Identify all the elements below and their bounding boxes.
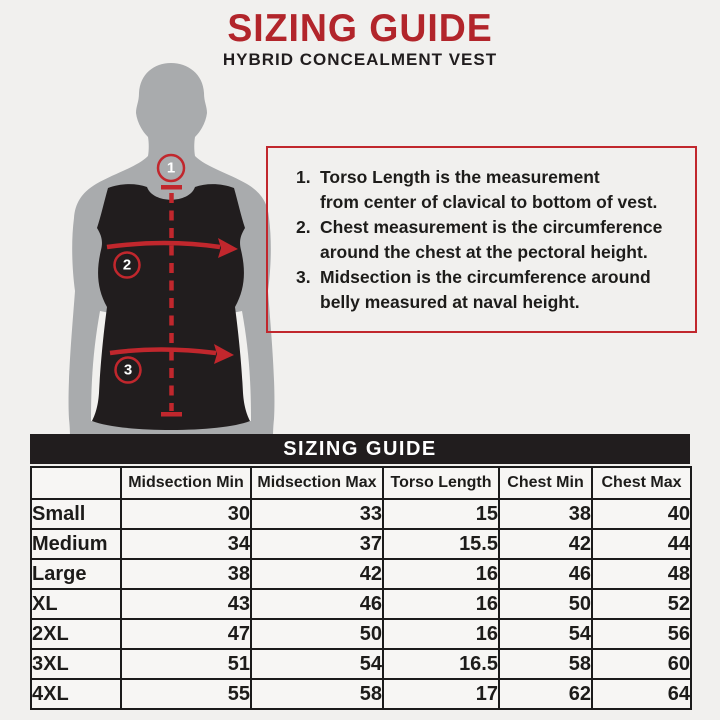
note-item: 3. Midsection is the circumference aroun…: [296, 265, 687, 315]
note-text: Torso Length is the measurement from cen…: [320, 165, 657, 215]
chest-arrow-shaft: [106, 240, 221, 250]
table-header-row: Midsection Min Midsection Max Torso Leng…: [30, 466, 692, 500]
size-cell: 4XL: [30, 678, 122, 710]
column-header-midsection-min: Midsection Min: [120, 466, 252, 500]
column-header-torso-length: Torso Length: [382, 466, 500, 500]
value-cell: 40: [591, 498, 692, 530]
note-line: Midsection is the circumference around: [320, 267, 651, 287]
value-cell: 16: [382, 618, 500, 650]
column-header-chest-max: Chest Max: [591, 466, 692, 500]
table-row: XL 43 46 16 50 52: [30, 588, 692, 620]
note-item: 1. Torso Length is the measurement from …: [296, 165, 687, 215]
value-cell: 48: [591, 558, 692, 590]
value-cell: 44: [591, 528, 692, 560]
sizing-table: Midsection Min Midsection Max Torso Leng…: [30, 466, 692, 710]
value-cell: 16.5: [382, 648, 500, 680]
value-cell: 43: [120, 588, 252, 620]
note-number: 3.: [296, 267, 311, 287]
value-cell: 58: [498, 648, 593, 680]
value-cell: 47: [120, 618, 252, 650]
table-title-bar: SIZING GUIDE: [30, 434, 690, 464]
size-cell: 3XL: [30, 648, 122, 680]
note-number: 2.: [296, 217, 311, 237]
value-cell: 50: [498, 588, 593, 620]
page-title: SIZING GUIDE: [227, 7, 493, 50]
value-cell: 52: [591, 588, 692, 620]
value-cell: 42: [250, 558, 384, 590]
note-line: around the chest at the pectoral height.: [320, 242, 648, 262]
size-cell: 2XL: [30, 618, 122, 650]
column-header-size: [30, 466, 122, 500]
sizing-table-section: SIZING GUIDE Midsection Min Midsection M…: [30, 434, 692, 710]
table-row: 4XL 55 58 17 62 64: [30, 678, 692, 710]
midsection-arrow-head: [214, 344, 234, 364]
note-line: Torso Length is the measurement: [320, 167, 600, 187]
note-text: Midsection is the circumference around b…: [320, 265, 651, 315]
size-cell: Small: [30, 498, 122, 530]
value-cell: 38: [120, 558, 252, 590]
value-cell: 33: [250, 498, 384, 530]
size-table-body: Small 30 33 15 38 40 Medium 34 37 15.5 42 44 Large 38…: [30, 498, 692, 710]
size-cell: XL: [30, 588, 122, 620]
marker-3-circle: [114, 356, 142, 384]
value-cell: 37: [250, 528, 384, 560]
value-cell: 46: [498, 558, 593, 590]
value-cell: 42: [498, 528, 593, 560]
page-subtitle: HYBRID CONCEALMENT VEST: [222, 50, 498, 69]
column-header-chest-min: Chest Min: [498, 466, 593, 500]
value-cell: 38: [498, 498, 593, 530]
measurement-notes-box: 1. Torso Length is the measurement from …: [266, 146, 697, 333]
value-cell: 15.5: [382, 528, 500, 560]
value-cell: 55: [120, 678, 252, 710]
note-line: belly measured at naval height.: [320, 292, 580, 312]
value-cell: 15: [382, 498, 500, 530]
table-row: 3XL 51 54 16.5 58 60: [30, 648, 692, 680]
table-title: SIZING GUIDE: [283, 438, 437, 460]
note-number: 1.: [296, 167, 311, 187]
midsection-arrow-shaft: [109, 347, 217, 356]
value-cell: 50: [250, 618, 384, 650]
page-header: SIZING GUIDE HYBRID CONCEALMENT VEST: [0, 8, 720, 70]
note-line: from center of clavical to bottom of ves…: [320, 192, 658, 212]
value-cell: 17: [382, 678, 500, 710]
torso-line-top-tick: [161, 185, 182, 190]
marker-1-number: 1: [167, 160, 175, 177]
value-cell: 16: [382, 588, 500, 620]
value-cell: 51: [120, 648, 252, 680]
marker-2-circle: [113, 251, 141, 279]
value-cell: 58: [250, 678, 384, 710]
table-row: Small 30 33 15 38 40: [30, 498, 692, 530]
table-row: 2XL 47 50 16 54 56: [30, 618, 692, 650]
value-cell: 16: [382, 558, 500, 590]
table-row: Medium 34 37 15.5 42 44: [30, 528, 692, 560]
value-cell: 60: [591, 648, 692, 680]
note-text: Chest measurement is the circumference a…: [320, 215, 662, 265]
vest-measurement-diagram: 1 2 3: [68, 63, 275, 440]
size-cell: Medium: [30, 528, 122, 560]
note-line: Chest measurement is the circumference: [320, 217, 663, 237]
marker-2-number: 2: [123, 257, 131, 274]
value-cell: 30: [120, 498, 252, 530]
value-cell: 54: [498, 618, 593, 650]
table-row: Large 38 42 16 46 48: [30, 558, 692, 590]
value-cell: 56: [591, 618, 692, 650]
value-cell: 54: [250, 648, 384, 680]
value-cell: 46: [250, 588, 384, 620]
marker-1-circle: [156, 153, 186, 183]
torso-line-bottom-tick: [161, 412, 182, 417]
value-cell: 64: [591, 678, 692, 710]
size-cell: Large: [30, 558, 122, 590]
note-item: 2. Chest measurement is the circumferenc…: [296, 215, 687, 265]
chest-arrow-head: [218, 238, 238, 258]
column-header-midsection-max: Midsection Max: [250, 466, 384, 500]
value-cell: 62: [498, 678, 593, 710]
value-cell: 34: [120, 528, 252, 560]
marker-3-number: 3: [124, 362, 132, 379]
